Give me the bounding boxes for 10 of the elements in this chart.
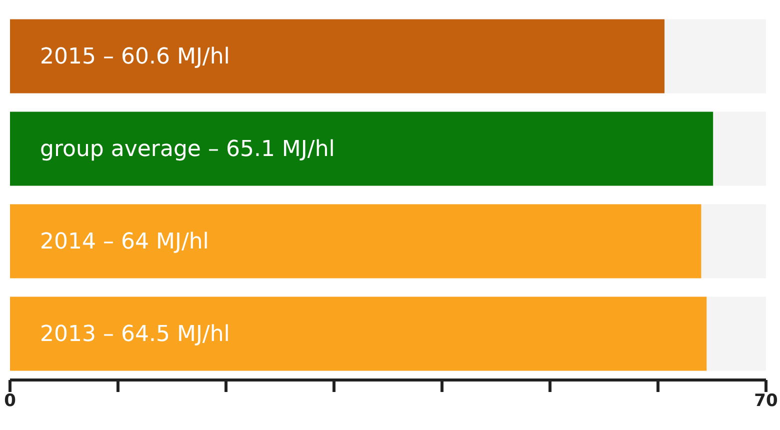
- data-label: 64 MJ/hl: [120, 228, 209, 254]
- x-tick-label: 70: [754, 391, 778, 412]
- y-tick-label: 2013 –: [40, 321, 114, 346]
- x-tick-label: 0: [4, 391, 16, 412]
- data-label: 65.1 MJ/hl: [226, 136, 335, 162]
- y-tick-label: 2014 –: [40, 228, 114, 254]
- y-tick-label: 2015 –: [40, 44, 114, 69]
- y-tick-label: group average –: [40, 136, 219, 162]
- data-label: 64.5 MJ/hl: [120, 321, 230, 346]
- data-label: 60.6 MJ/hl: [120, 44, 230, 69]
